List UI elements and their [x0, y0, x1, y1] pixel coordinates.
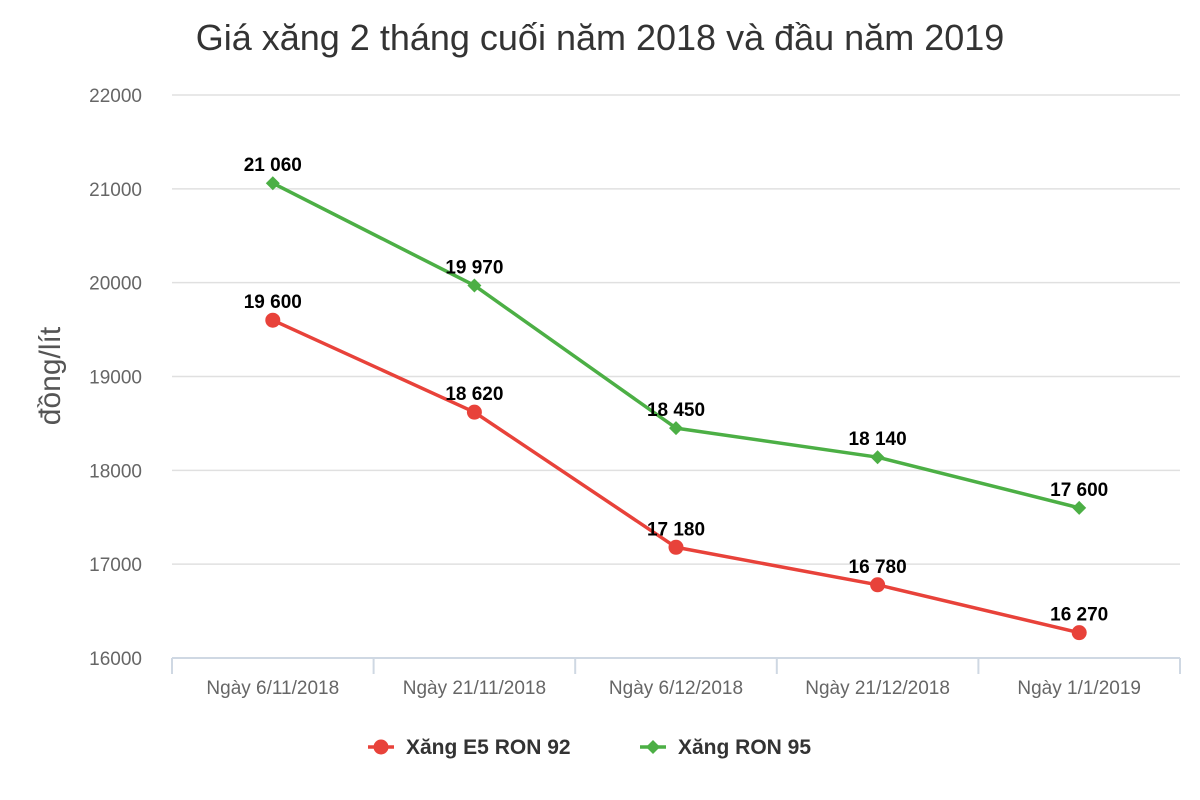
y-tick-label: 17000: [89, 555, 142, 576]
legend-label: Xăng E5 RON 92: [406, 736, 571, 759]
y-tick-label: 21000: [89, 180, 142, 201]
series-group: [265, 176, 1087, 641]
data-point[interactable]: [265, 312, 281, 328]
data-point[interactable]: [1071, 625, 1087, 641]
data-labels: 19 600 18 620 17 180 16 780 16 270 21 060 19 9…: [244, 155, 1109, 625]
data-label: 17 180: [647, 519, 705, 540]
data-label: 16 780: [849, 557, 907, 578]
data-label: 17 600: [1050, 480, 1108, 501]
x-tick-label: Ngày 6/12/2018: [609, 678, 743, 699]
data-point[interactable]: [265, 176, 280, 191]
series-1: [265, 312, 1087, 641]
data-point[interactable]: [669, 421, 683, 436]
data-point[interactable]: [466, 404, 482, 420]
legend-marker: [373, 739, 389, 755]
y-tick-label: 20000: [89, 274, 142, 295]
data-label: 18 620: [445, 384, 503, 405]
series-line: [272, 181, 1080, 510]
data-label: 18 450: [647, 400, 705, 421]
y-tick-label: 18000: [89, 461, 142, 482]
chart-title: Giá xăng 2 tháng cuối năm 2018 và đầu nă…: [196, 17, 1005, 58]
x-tick-label: Ngày 21/12/2018: [805, 678, 950, 699]
data-point[interactable]: [668, 539, 684, 555]
legend-marker: [646, 740, 660, 754]
y-axis-label: đồng/lít: [34, 326, 67, 425]
series-2: [265, 176, 1087, 515]
legend[interactable]: Xăng E5 RON 92 Xăng RON 95: [368, 736, 811, 759]
data-point[interactable]: [870, 450, 885, 465]
y-axis-ticks: 16000 17000 18000 19000 20000 21000 22000: [89, 86, 142, 670]
grid-lines: [172, 94, 1180, 565]
data-label: 16 270: [1050, 605, 1108, 626]
x-axis: [171, 657, 1181, 674]
data-point[interactable]: [870, 577, 886, 593]
data-point[interactable]: [1072, 500, 1087, 515]
data-label: 21 060: [244, 155, 302, 176]
data-point[interactable]: [467, 278, 482, 293]
legend-label: Xăng RON 95: [678, 736, 811, 759]
x-axis-ticks: Ngày 6/11/2018 Ngày 21/11/2018 Ngày 6/12/2…: [206, 678, 1141, 699]
data-label: 19 600: [244, 292, 302, 313]
y-tick-label: 22000: [89, 86, 142, 107]
y-tick-label: 19000: [89, 368, 142, 389]
legend-item[interactable]: Xăng E5 RON 92: [368, 736, 571, 759]
x-tick-label: Ngày 1/1/2019: [1017, 678, 1141, 699]
data-label: 19 970: [445, 257, 503, 278]
data-label: 18 140: [849, 429, 907, 450]
x-tick-label: Ngày 21/11/2018: [403, 678, 546, 699]
x-tick-label: Ngày 6/11/2018: [206, 678, 339, 699]
y-tick-label: 16000: [89, 649, 142, 670]
legend-item[interactable]: Xăng RON 95: [640, 736, 811, 759]
